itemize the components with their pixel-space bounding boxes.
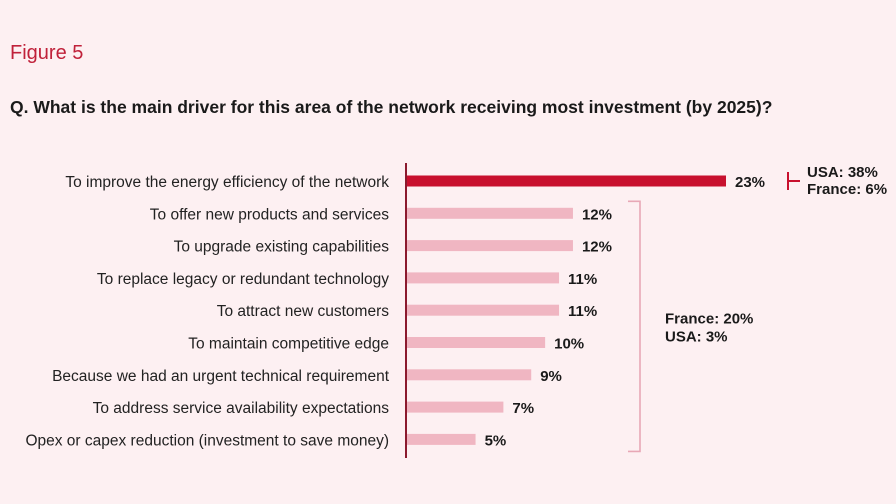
annotation-text: USA: 38% [807, 164, 878, 181]
value-label: 5% [485, 432, 507, 449]
bar [406, 304, 560, 316]
highlighted-bar [406, 175, 726, 187]
value-label: 10% [554, 336, 584, 353]
category-label: To attract new customers [217, 303, 390, 320]
category-label: Because we had an urgent technical requi… [52, 368, 390, 385]
figure-label: Figure 5 [10, 42, 84, 64]
bar [406, 401, 504, 413]
category-label: Opex or capex reduction (investment to s… [25, 432, 389, 449]
value-label: 12% [582, 206, 612, 223]
value-label: 11% [568, 271, 597, 288]
value-label: 23% [735, 174, 765, 191]
bar [406, 272, 560, 284]
value-label: 9% [540, 368, 562, 385]
category-label: To offer new products and services [150, 206, 389, 223]
chart-question: Q. What is the main driver for this area… [10, 97, 773, 117]
annotation-bracket [628, 200, 641, 453]
category-label: To maintain competitive edge [188, 336, 389, 353]
bar [406, 369, 532, 381]
category-label: To replace legacy or redundant technolog… [97, 271, 389, 288]
category-label: To upgrade existing capabilities [174, 239, 390, 256]
value-label: 11% [568, 303, 597, 320]
category-label: To improve the energy efficiency of the … [65, 174, 389, 191]
bar [406, 337, 546, 348]
bar [406, 240, 573, 252]
annotation-text: France: 20% [665, 310, 753, 327]
bar [406, 207, 573, 219]
value-label: 7% [512, 400, 534, 417]
value-label: 12% [582, 239, 612, 256]
annotation-text: France: 6% [807, 181, 887, 198]
annotation-text: USA: 3% [665, 328, 728, 345]
category-label: To address service availability expectat… [93, 400, 390, 417]
bar [406, 433, 476, 445]
